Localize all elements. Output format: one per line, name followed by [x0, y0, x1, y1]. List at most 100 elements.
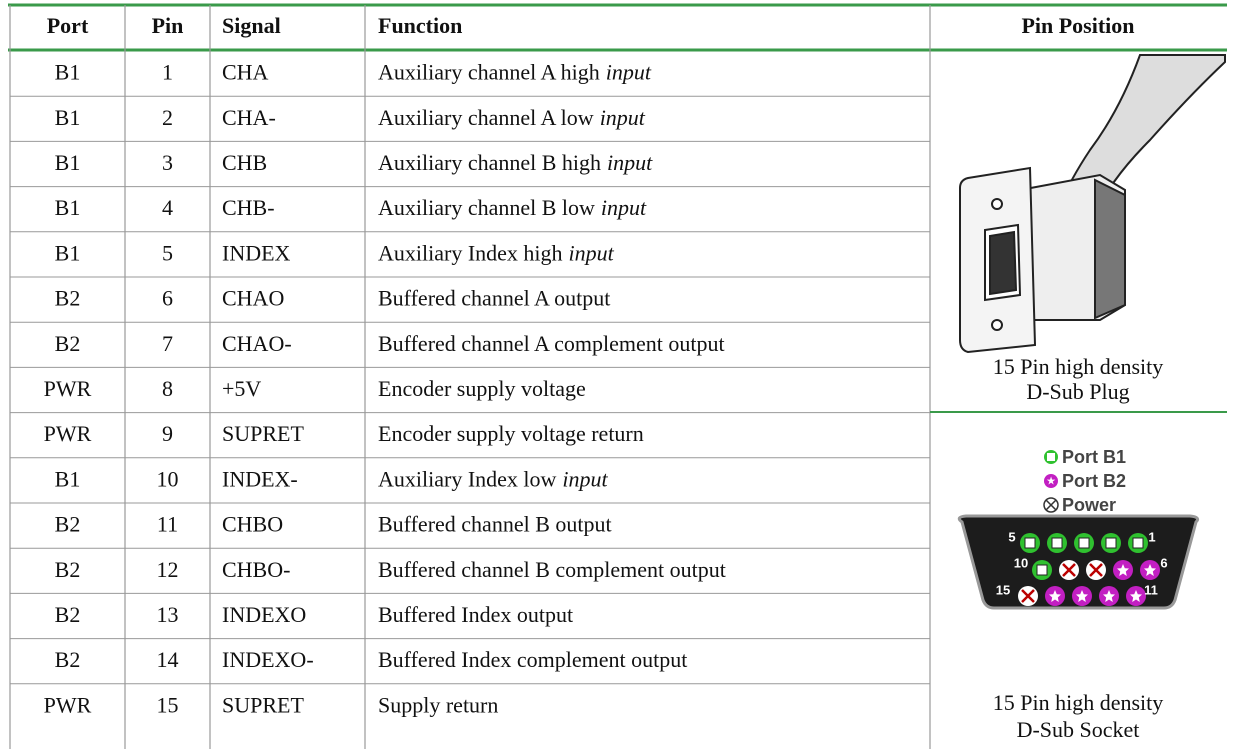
port-cell: B1 — [55, 466, 81, 491]
function-cell: Auxiliary channel A low input — [378, 105, 646, 130]
port-cell: B2 — [55, 647, 81, 672]
port-cell: B2 — [55, 331, 81, 356]
pin-cell: 7 — [162, 331, 173, 356]
pin-cell: 15 — [157, 692, 179, 717]
pin-cell: 11 — [157, 512, 178, 537]
port-cell: B2 — [55, 286, 81, 311]
signal-cell: SUPRET — [222, 692, 304, 717]
socket-pin-mark — [1036, 564, 1048, 576]
function-cell: Auxiliary channel B high input — [378, 150, 653, 175]
function-cell: Encoder supply voltage — [378, 376, 586, 401]
pin-cell: 4 — [162, 195, 173, 220]
port-cell: B1 — [55, 195, 81, 220]
function-emphasis: input — [600, 105, 646, 130]
pin-cell: 8 — [162, 376, 173, 401]
legend-symbols: ★ — [1043, 450, 1059, 513]
socket-caption: 15 Pin high density — [993, 690, 1164, 715]
port-cell: PWR — [44, 421, 92, 446]
signal-cell: CHBO- — [222, 557, 290, 582]
port-cell: B1 — [55, 240, 81, 265]
pin-cell: 3 — [162, 150, 173, 175]
function-text: Encoder supply voltage return — [378, 421, 644, 446]
signal-cell: +5V — [222, 376, 261, 401]
function-cell: Encoder supply voltage return — [378, 421, 644, 446]
signal-cell: CHB — [222, 150, 267, 175]
socket-caption: D-Sub Socket — [1017, 717, 1140, 742]
port-cell: B2 — [55, 512, 81, 537]
signal-cell: CHB- — [222, 195, 275, 220]
socket-pin-mark — [1021, 589, 1035, 603]
signal-cell: CHBO — [222, 512, 283, 537]
function-cell: Buffered Index output — [378, 602, 573, 627]
pin-cell: 1 — [162, 60, 173, 85]
function-cell: Buffered Index complement output — [378, 647, 687, 672]
function-text: Buffered Index output — [378, 602, 573, 627]
signal-cell: CHAO — [222, 286, 284, 311]
function-text: Buffered channel B complement output — [378, 557, 726, 582]
signal-cell: SUPRET — [222, 421, 304, 446]
function-text: Buffered channel A output — [378, 286, 610, 311]
function-cell: Buffered channel A output — [378, 286, 610, 311]
socket-pin-label: 11 — [1144, 582, 1158, 597]
socket-pin-mark — [1024, 537, 1036, 549]
legend-label: Port B1 — [1062, 447, 1126, 467]
header-cell: Port — [47, 13, 89, 38]
function-emphasis: input — [607, 150, 653, 175]
port-cell: B2 — [55, 602, 81, 627]
star-icon: ★ — [1046, 476, 1056, 488]
socket-pin-mark — [1076, 590, 1088, 602]
signal-cell: INDEXO- — [222, 647, 314, 672]
socket-pin-mark — [1049, 590, 1061, 602]
function-cell: Buffered channel B output — [378, 512, 612, 537]
signal-cell: INDEX- — [222, 466, 298, 491]
pin-cell: 14 — [157, 647, 179, 672]
function-emphasis: input — [562, 466, 608, 491]
header-cell: Function — [378, 13, 462, 38]
pin-cell: 2 — [162, 105, 173, 130]
function-text: Auxiliary channel A high — [378, 60, 600, 85]
plug-illustration — [959, 54, 1226, 354]
function-cell: Auxiliary Index low input — [378, 466, 609, 491]
plug-caption: 15 Pin high density — [993, 354, 1164, 379]
socket-pin-mark — [1089, 563, 1103, 577]
signal-cell: CHAO- — [222, 331, 292, 356]
pin-cell: 6 — [162, 286, 173, 311]
socket-pin-label: 1 — [1148, 529, 1155, 544]
legend-label: Port B2 — [1062, 471, 1126, 491]
port-cell: B2 — [55, 557, 81, 582]
function-text: Auxiliary channel B low — [378, 195, 595, 220]
socket-pin-mark — [1105, 537, 1117, 549]
socket-pin-mark — [1062, 563, 1076, 577]
signal-cell: INDEX — [222, 240, 291, 265]
function-emphasis: input — [569, 240, 615, 265]
pin-cell: 10 — [157, 466, 179, 491]
function-text: Auxiliary channel B high — [378, 150, 601, 175]
socket-pin-mark — [1078, 537, 1090, 549]
function-text: Auxiliary channel A low — [378, 105, 594, 130]
port-cell: PWR — [44, 376, 92, 401]
socket-pin-mark — [1103, 590, 1115, 602]
function-text: Supply return — [378, 692, 498, 717]
function-cell: Buffered channel B complement output — [378, 557, 726, 582]
socket-pin-label: 5 — [1008, 529, 1015, 544]
header-cell: Signal — [222, 13, 281, 38]
function-text: Buffered channel B output — [378, 512, 612, 537]
socket-pin-label: 10 — [1014, 555, 1028, 570]
signal-cell: CHA- — [222, 105, 276, 130]
signal-cell: CHA — [222, 60, 269, 85]
function-text: Buffered Index complement output — [378, 647, 687, 672]
function-text: Auxiliary Index low — [378, 466, 557, 491]
pin-cell: 13 — [157, 602, 179, 627]
header-cell: Pin — [152, 13, 184, 38]
port-cell: B1 — [55, 60, 81, 85]
port-cell: B1 — [55, 150, 81, 175]
socket-pin-mark — [1117, 564, 1129, 576]
pin-cell: 9 — [162, 421, 173, 446]
function-text: Buffered channel A complement output — [378, 331, 725, 356]
socket-pin-mark — [1130, 590, 1142, 602]
socket-pin-mark — [1051, 537, 1063, 549]
function-text: Auxiliary Index high — [378, 240, 563, 265]
port-cell: B1 — [55, 105, 81, 130]
